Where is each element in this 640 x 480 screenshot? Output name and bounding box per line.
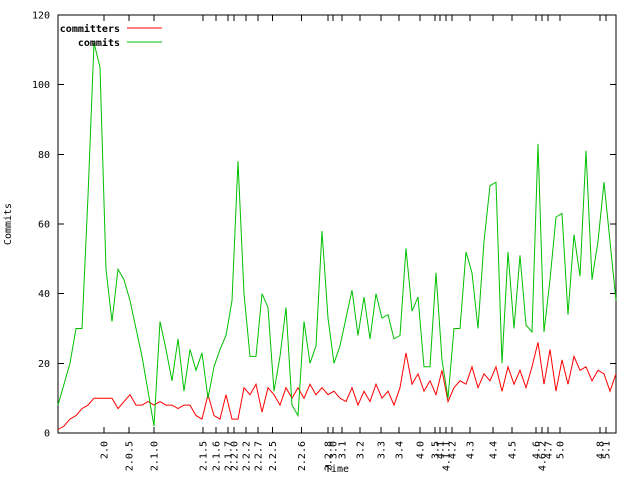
legend-label-commits: commits	[78, 37, 120, 49]
y-tick-label: 120	[32, 11, 50, 22]
x-tick-label: 2.1.5	[199, 441, 210, 471]
x-tick-label: 2.2.5	[268, 441, 279, 471]
x-tick-label: 4.2	[447, 441, 458, 459]
x-tick-label: 4.0	[416, 441, 427, 459]
x-tick-label: 5.1	[601, 441, 612, 459]
y-tick-label: 20	[38, 359, 50, 370]
x-tick-label: 2.1.7	[224, 441, 235, 471]
x-tick-label: 2.1.0	[149, 441, 160, 471]
x-tick-label: 5.0	[556, 441, 567, 459]
legend-label-committers: committers	[60, 23, 120, 35]
x-tick-label: 4.3	[465, 441, 476, 459]
y-tick-label: 80	[38, 150, 50, 161]
series-line-committers	[57, 342, 617, 430]
x-tick-label: 2.2.2	[242, 441, 253, 471]
x-tick-label: 4.1.1	[441, 441, 452, 471]
y-tick-labels: 0 20 40 60 80 100 120	[32, 11, 50, 440]
plot-frame	[57, 14, 617, 434]
x-tick-label: 3.1	[338, 441, 349, 459]
x-tick-label: 3.3	[377, 441, 388, 459]
y-axis-title: Commits	[3, 203, 14, 245]
x-tick-label: 3.4	[394, 441, 405, 459]
series-line-commits	[57, 42, 617, 427]
x-tick-label: 2.2.6	[297, 441, 308, 471]
x-tick-label: 2.2.8	[324, 441, 335, 471]
x-tick-label: 2.1.6	[211, 441, 222, 471]
x-tick-label: 2.2.0	[229, 441, 240, 471]
x-tick-label: 4.7	[543, 441, 554, 459]
x-tick-labels: 2.0 2.0.5 2.1.0 2.1.5 2.1.6 2.1.72.2.0 2.2.2 2.…	[99, 441, 612, 471]
x-axis-title: Time	[325, 464, 349, 475]
y-tick-label: 40	[38, 289, 50, 300]
x-tick-label: 4.6.2	[537, 441, 548, 471]
x-tick-label: 4.8	[595, 441, 606, 459]
x-tick-label: 4.4	[489, 441, 500, 459]
legend: committers commits	[60, 23, 162, 49]
x-tick-label: 3.5	[431, 441, 442, 459]
x-tick-label: 2.0	[99, 441, 110, 459]
y-tick-label: 0	[44, 429, 50, 440]
x-tick-label: 2.2.7	[253, 441, 264, 471]
y-tick-label: 100	[32, 80, 50, 91]
x-tick-label: 3.2	[355, 441, 366, 459]
x-tick-label: 4.5	[508, 441, 519, 459]
axis-ticks	[58, 14, 616, 434]
x-tick-label: 2.0.5	[124, 441, 135, 471]
x-tick-label: 4.6	[532, 441, 543, 459]
y-tick-label: 60	[38, 220, 50, 231]
x-tick-label: 4.1	[436, 441, 447, 459]
x-tick-label: 3.0	[329, 441, 340, 459]
series-lines	[57, 42, 617, 430]
